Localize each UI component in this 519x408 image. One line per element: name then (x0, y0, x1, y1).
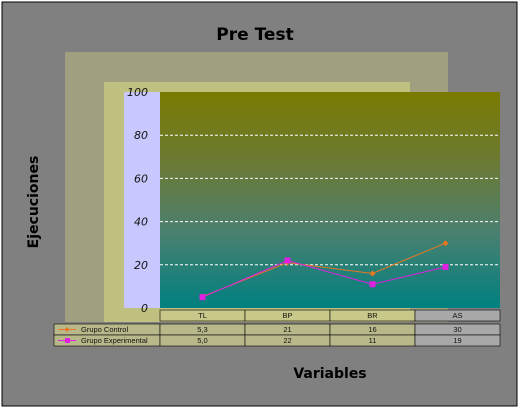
side-wall (124, 92, 160, 308)
series-point-experimental (442, 263, 449, 270)
series-layer (199, 240, 449, 301)
table-cell-value: 22 (283, 336, 291, 345)
data-table: TL BP BR AS Grupo Control 5,3 21 16 30 Grupo Expe… (53, 309, 501, 347)
table-header-label: BR (367, 311, 378, 320)
series-point-experimental (284, 257, 291, 264)
table-cell-value: 5,0 (197, 336, 207, 345)
y-tick-label: 100 (127, 86, 148, 99)
table-cell-value: 5,3 (197, 325, 207, 334)
table-cell-value: 11 (369, 336, 377, 345)
y-tick-label: 60 (134, 172, 148, 185)
table-header-label: BP (282, 311, 292, 320)
y-ticks: 0 20 40 60 80 100 (127, 86, 148, 315)
legend-marker (64, 327, 70, 332)
y-tick-label: 40 (134, 216, 148, 229)
table-cell-value: 16 (368, 325, 376, 334)
series-point-control (442, 240, 449, 247)
gridlines (160, 134, 500, 266)
series-line-2 (202, 259, 446, 298)
y-tick-label: 80 (134, 129, 148, 142)
y-tick-label: 20 (134, 259, 148, 272)
x-axis-title: Variables (293, 366, 366, 382)
table-cell-value: 21 (283, 325, 291, 334)
legend-label: Grupo Experimental (81, 336, 148, 345)
legend-marker (65, 338, 70, 343)
table-cell-value: 19 (453, 336, 461, 345)
table-cell-value: 30 (453, 325, 461, 334)
table-header-label: AS (452, 311, 462, 320)
plot-area (160, 92, 500, 308)
series-point-experimental (199, 294, 206, 301)
table-header-label: TL (198, 311, 207, 320)
legend-label: Grupo Control (81, 325, 128, 334)
y-tick-label: 0 (141, 302, 148, 315)
y-axis-title: Ejecuciones (26, 156, 42, 249)
series-line-1 (202, 242, 446, 298)
series-point-control (369, 270, 376, 277)
table-cell (414, 334, 501, 347)
chart-title: Pre Test (216, 25, 293, 45)
series-point-experimental (369, 281, 376, 288)
table-header-cell (414, 309, 501, 322)
